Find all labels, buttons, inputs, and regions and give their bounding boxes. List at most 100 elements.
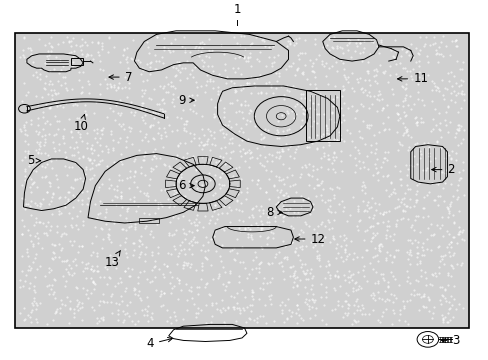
Point [32,128,40,134]
Point [198,45,205,51]
Point [169,187,177,193]
Point [253,315,261,320]
Point [163,114,171,120]
Point [436,253,444,259]
Point [23,148,31,153]
Point [159,44,167,50]
Point [393,74,401,80]
Point [294,231,302,237]
Point [269,54,277,59]
Point [260,38,267,44]
Point [165,280,173,286]
Point [390,205,398,211]
Point [208,141,216,147]
Point [19,204,27,210]
Point [403,45,410,51]
Point [286,63,294,69]
Point [157,97,165,103]
Point [207,302,215,307]
Point [79,69,87,75]
Point [112,194,120,199]
Point [438,53,446,58]
Point [430,197,438,203]
Point [214,114,222,120]
Point [65,38,73,44]
Point [246,155,254,161]
Point [128,141,136,147]
Point [435,225,443,231]
Point [363,70,371,76]
Point [305,297,313,303]
Point [443,310,451,316]
Point [52,172,60,177]
Point [227,207,235,213]
Point [111,300,119,306]
Point [182,281,190,287]
Point [446,199,454,204]
Point [424,294,431,300]
Point [229,65,237,71]
Point [451,80,459,86]
Point [434,270,442,276]
Point [223,304,231,310]
Point [176,243,183,248]
Point [321,294,329,300]
Point [239,260,247,265]
Point [224,140,232,145]
Point [30,295,38,301]
Point [379,156,387,161]
Point [355,75,363,81]
Point [374,279,382,284]
Point [444,129,451,135]
Point [41,150,49,156]
Point [276,177,284,183]
Point [21,127,29,132]
Point [328,103,336,109]
Point [216,253,224,259]
Point [186,220,194,225]
Point [308,206,316,211]
Point [126,196,134,202]
Point [234,273,242,279]
Point [381,155,388,161]
Point [240,53,247,59]
Point [245,50,253,56]
Point [35,219,42,225]
Point [343,105,351,111]
Point [440,252,448,258]
Point [62,266,70,272]
Point [186,288,194,294]
Point [370,150,378,156]
Point [116,275,124,281]
Point [180,125,187,131]
Point [21,131,29,137]
Bar [305,90,339,141]
Point [377,271,385,277]
Point [244,164,252,170]
Point [352,255,360,260]
Point [299,317,306,323]
Point [441,122,448,128]
Point [417,98,425,103]
Point [418,252,426,258]
Point [449,220,457,226]
Point [414,51,422,57]
Point [243,234,251,239]
Point [298,243,305,249]
Point [57,297,65,303]
Point [211,172,219,178]
Point [153,101,161,107]
Point [149,235,157,240]
Point [147,267,155,273]
Point [95,318,103,324]
Point [143,77,151,83]
Point [55,241,63,247]
Point [27,319,35,325]
Point [25,174,33,180]
Point [203,256,211,262]
Point [232,319,240,324]
Point [229,130,237,136]
Point [324,142,332,148]
Point [357,101,365,107]
Point [184,246,192,252]
